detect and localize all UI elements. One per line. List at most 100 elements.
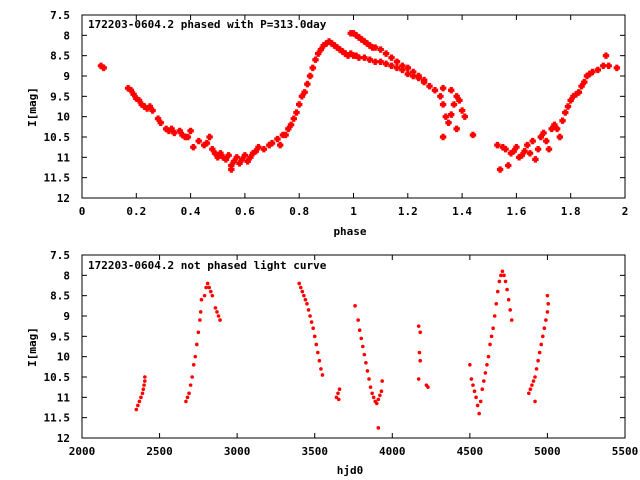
x-tick-label: 1.4 <box>452 205 472 218</box>
data-point <box>521 148 528 155</box>
x-tick-label: 0.4 <box>181 205 201 218</box>
data-point <box>417 350 422 355</box>
data-point <box>543 137 550 145</box>
data-point <box>100 64 107 72</box>
y-tick-label: 12 <box>57 432 70 445</box>
data-point <box>388 54 395 61</box>
data-point <box>305 302 309 306</box>
x-tick-label: 0.6 <box>235 205 255 218</box>
data-point <box>418 330 423 335</box>
data-point <box>536 358 540 363</box>
data-point <box>505 287 509 292</box>
data-point <box>337 387 342 392</box>
data-point <box>431 87 439 94</box>
data-point <box>513 143 520 151</box>
y-axis-label: I[mag] <box>26 327 39 367</box>
data-point <box>241 152 249 159</box>
data-point <box>198 318 202 322</box>
data-point <box>461 113 469 120</box>
data-point <box>296 101 303 108</box>
data-point <box>545 146 553 153</box>
data-point <box>306 308 311 312</box>
data-point <box>491 326 495 331</box>
data-point <box>297 281 302 286</box>
data-point <box>426 385 430 389</box>
data-point <box>274 135 281 143</box>
data-point <box>399 62 406 70</box>
x-tick-label: 4000 <box>379 445 406 458</box>
data-point <box>187 127 194 135</box>
data-point <box>355 54 363 61</box>
x-tick-label: 1.2 <box>398 205 418 218</box>
data-point <box>404 70 411 78</box>
data-point <box>136 403 140 408</box>
data-point <box>509 318 514 322</box>
y-tick-label: 7.5 <box>50 9 70 22</box>
data-point <box>564 103 572 110</box>
data-point <box>215 310 219 314</box>
data-point <box>260 146 268 153</box>
data-point <box>312 56 319 63</box>
y-tick-label: 10 <box>57 111 70 124</box>
data-point <box>531 379 536 383</box>
data-point <box>545 293 550 298</box>
data-point <box>492 314 497 318</box>
data-point <box>312 334 317 339</box>
data-point <box>486 354 491 359</box>
data-point <box>426 82 433 90</box>
plot-frame <box>81 254 626 439</box>
data-point <box>453 125 460 133</box>
x-axis-label: phase <box>333 225 366 238</box>
y-tick-label: 11.5 <box>44 172 71 185</box>
data-point <box>199 297 204 302</box>
data-point <box>477 411 481 416</box>
data-point <box>225 152 232 159</box>
x-ticks: 2000 2500 3000 3500 4000 4500 5000 5500 <box>69 255 638 458</box>
data-point <box>539 342 544 347</box>
data-point <box>372 58 379 65</box>
data-point <box>445 119 452 126</box>
data-point <box>187 391 191 396</box>
data-point <box>190 375 194 379</box>
data-point <box>527 391 531 396</box>
x-tick-label: 0.2 <box>126 205 146 218</box>
data-point <box>534 146 542 153</box>
data-point <box>471 383 475 387</box>
data-point <box>359 336 364 341</box>
data-point <box>575 89 583 96</box>
data-point <box>300 289 305 294</box>
y-ticks: 7.5 8 8.5 9 9.5 10 10.5 11 11.5 12 <box>44 9 625 205</box>
unphased-light-curve-panel: 172203-0604.2 not phased light curve I[m… <box>26 249 638 477</box>
data-point <box>190 143 197 151</box>
data-point <box>184 133 192 141</box>
data-point <box>336 397 341 402</box>
data-point <box>482 379 486 383</box>
data-point <box>488 342 492 347</box>
data-point <box>377 46 384 53</box>
data-point <box>195 137 202 145</box>
data-point <box>134 407 139 412</box>
y-tick-label: 8.5 <box>50 290 70 303</box>
data-point <box>362 352 367 357</box>
data-point <box>301 89 308 96</box>
y-tick-label: 10 <box>57 351 70 364</box>
data-point <box>410 68 417 76</box>
data-point <box>545 310 550 314</box>
data-point <box>393 64 401 72</box>
data-point <box>505 162 512 169</box>
data-point <box>142 383 146 387</box>
y-tick-label: 10.5 <box>44 371 71 384</box>
data-point <box>316 350 320 355</box>
data-point <box>204 285 208 290</box>
data-point <box>448 87 455 94</box>
phased-data-points <box>97 30 621 173</box>
data-point <box>600 62 607 70</box>
data-point <box>140 391 145 396</box>
y-tick-label: 11 <box>57 391 71 404</box>
x-tick-label: 2 <box>622 205 629 218</box>
data-point <box>218 318 222 322</box>
data-point <box>198 310 203 314</box>
data-point <box>367 377 371 381</box>
data-point <box>489 334 494 339</box>
